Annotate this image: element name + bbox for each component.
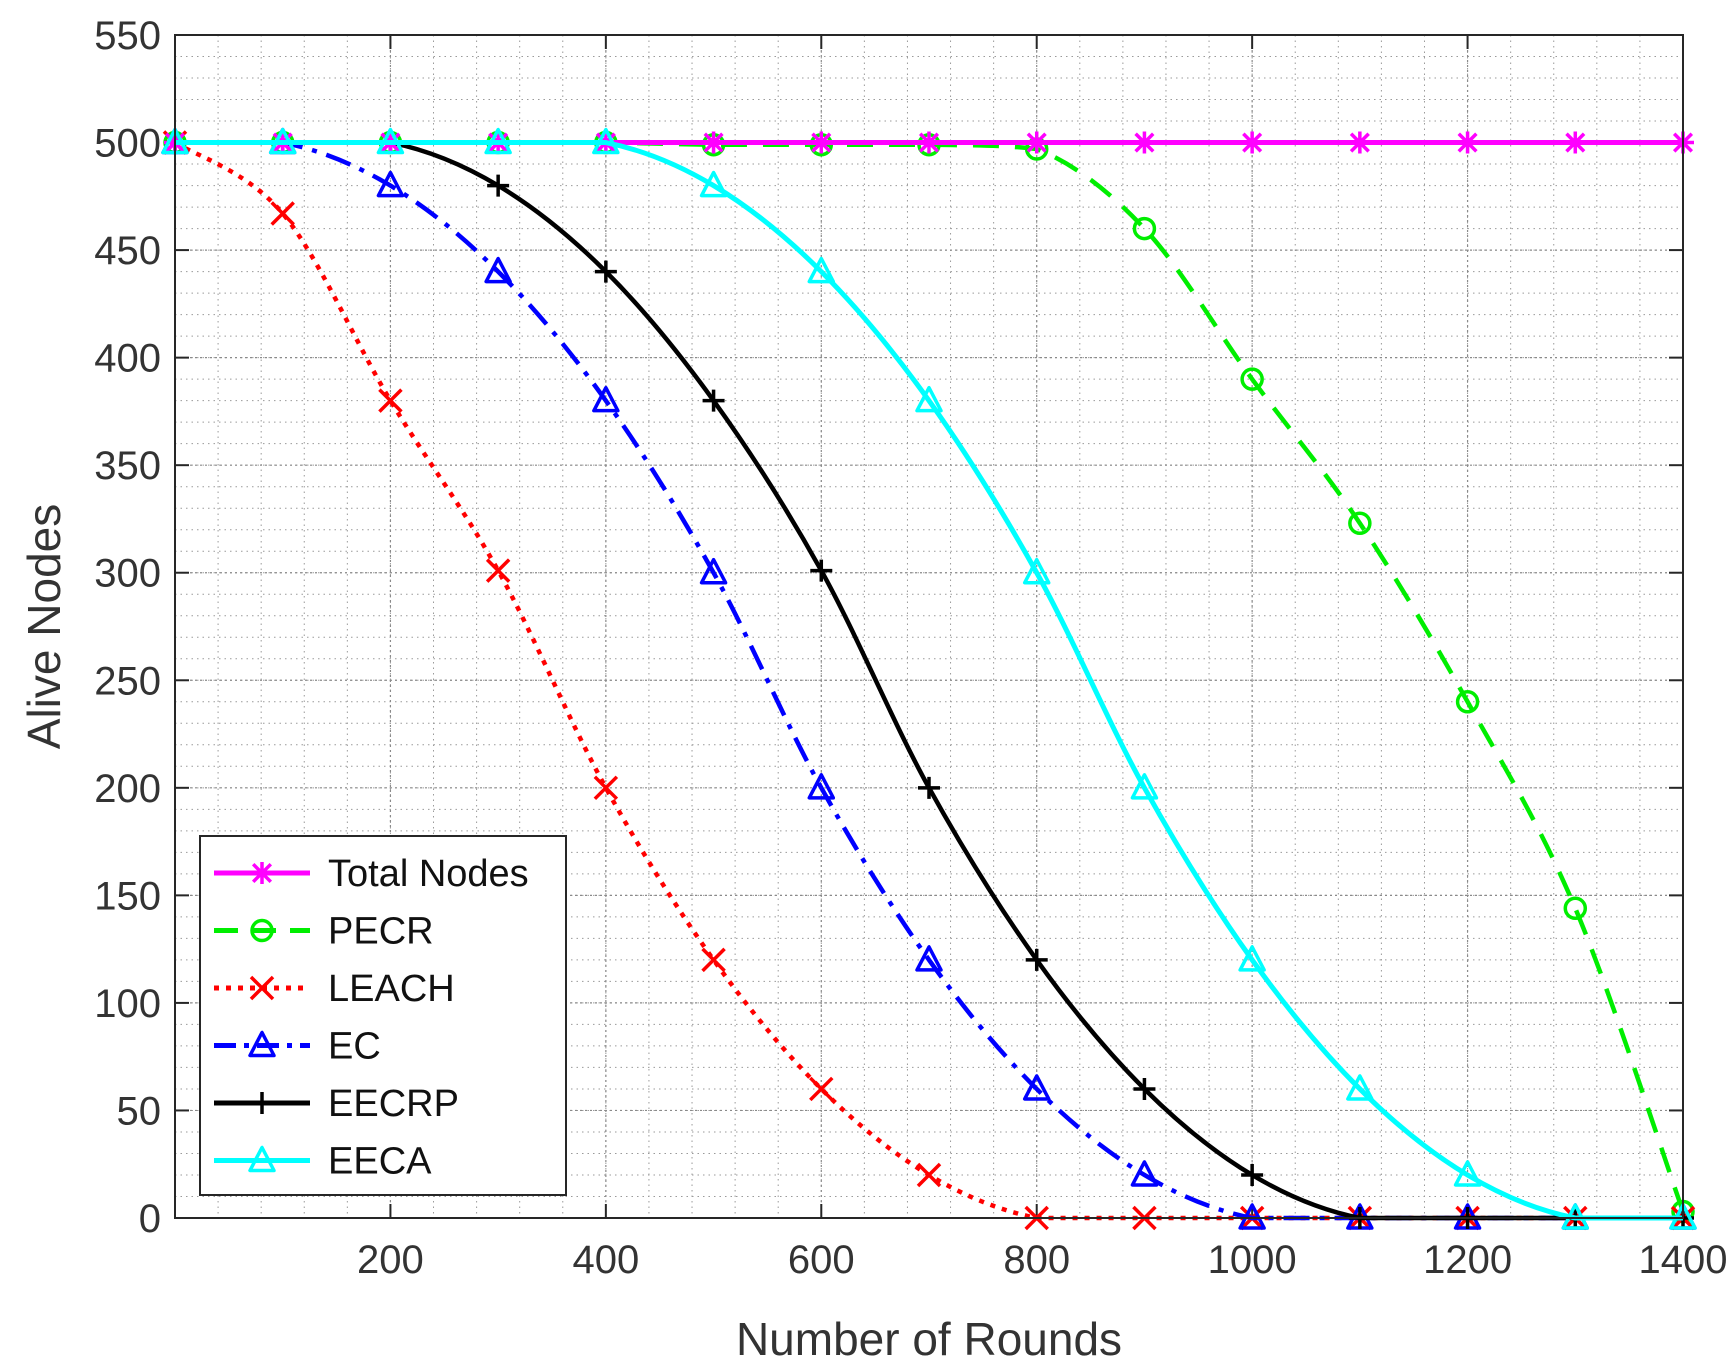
legend-label-total-nodes: Total Nodes xyxy=(328,853,529,895)
data-point-ec xyxy=(699,557,728,585)
plot-frame xyxy=(174,34,1684,1219)
data-point-leach xyxy=(916,1162,942,1188)
grid xyxy=(175,34,1684,1219)
legend-label-ec: EC xyxy=(328,1026,381,1068)
y-tick-label: 300 xyxy=(94,552,161,596)
data-point-leach xyxy=(270,201,295,226)
data-point-ec xyxy=(484,256,512,284)
y-tick-label: 450 xyxy=(94,229,161,273)
data-point-ec xyxy=(807,773,836,800)
legend-marker-eecrp xyxy=(251,1092,273,1114)
data-point-eeca xyxy=(1669,1203,1697,1230)
data-point-eeca xyxy=(699,170,728,198)
data-point-eeca xyxy=(484,127,512,155)
y-tick-label: 250 xyxy=(94,659,161,703)
y-tick-label: 50 xyxy=(117,1089,162,1133)
legend-item-leach: LEACH xyxy=(214,968,455,1010)
data-point-eeca xyxy=(807,256,836,284)
y-axis-label: Alive Nodes xyxy=(18,504,70,749)
data-point-eecrp xyxy=(702,389,725,412)
data-point-total-nodes xyxy=(1456,131,1479,154)
legend-item-eecrp: EECRP xyxy=(214,1083,459,1125)
data-point-leach xyxy=(378,388,403,413)
legend: Total Nodes PECR LEACH EC EECRP EECA xyxy=(199,835,567,1196)
y-tick-label: 400 xyxy=(94,337,161,381)
data-point-total-nodes xyxy=(702,131,725,154)
data-point-eeca xyxy=(592,127,620,155)
series-eeca xyxy=(161,127,1697,1230)
data-point-leach xyxy=(701,947,726,973)
data-point-pecr xyxy=(1240,367,1264,391)
data-point-total-nodes xyxy=(1564,131,1587,154)
data-point-pecr xyxy=(1563,896,1588,921)
data-point-eecrp xyxy=(1025,948,1048,971)
y-tick-label: 150 xyxy=(94,874,161,918)
data-point-eecrp xyxy=(487,174,510,197)
data-point-ec xyxy=(1238,1203,1266,1230)
legend-label-pecr: PECR xyxy=(328,911,434,953)
x-tick-label: 400 xyxy=(572,1238,639,1282)
data-point-eecrp xyxy=(594,260,617,283)
legend-label-eecrp: EECRP xyxy=(328,1083,459,1125)
legend-item-pecr: PECR xyxy=(214,911,434,953)
y-tick-label: 0 xyxy=(139,1197,161,1241)
data-point-eeca xyxy=(268,127,297,155)
data-point-eeca xyxy=(376,127,405,155)
data-point-ec xyxy=(1130,1160,1159,1187)
legend-label-leach: LEACH xyxy=(328,968,455,1010)
x-tick-label: 200 xyxy=(357,1238,424,1282)
data-point-ec xyxy=(915,945,943,972)
legend-marker-leach xyxy=(249,975,275,1001)
data-point-total-nodes xyxy=(810,131,833,154)
data-point-eeca xyxy=(1561,1203,1590,1230)
x-tick-label: 1200 xyxy=(1423,1238,1512,1282)
data-point-leach xyxy=(809,1076,834,1102)
legend-item-total-nodes: Total Nodes xyxy=(214,853,529,895)
data-point-pecr xyxy=(1132,216,1157,241)
data-point-pecr xyxy=(1455,690,1480,714)
x-tick-label: 800 xyxy=(1003,1238,1070,1282)
data-point-eeca xyxy=(1238,945,1266,972)
data-point-pecr xyxy=(1348,511,1372,536)
data-point-eeca xyxy=(915,385,943,413)
y-tick-label: 200 xyxy=(94,767,161,811)
legend-marker-eeca xyxy=(248,1145,276,1173)
y-tick-label: 550 xyxy=(94,14,161,58)
data-point-eeca xyxy=(1022,557,1051,585)
data-point-total-nodes xyxy=(1025,131,1048,154)
data-point-eecrp xyxy=(1133,1077,1156,1100)
y-tick-label: 100 xyxy=(94,982,161,1026)
x-tick-label: 1400 xyxy=(1639,1238,1728,1282)
data-point-leach xyxy=(593,775,619,801)
data-point-ec xyxy=(592,385,620,413)
data-point-ec xyxy=(1022,1074,1051,1101)
x-tick-label: 600 xyxy=(788,1238,855,1282)
legend-box xyxy=(199,835,567,1196)
data-point-total-nodes xyxy=(1241,131,1264,154)
x-axis-label: Number of Rounds xyxy=(736,1313,1122,1365)
legend-marker-ec xyxy=(248,1030,276,1058)
data-point-leach xyxy=(485,558,511,583)
data-point-ec xyxy=(376,170,405,198)
data-point-eeca xyxy=(1346,1074,1374,1101)
y-tick-label: 500 xyxy=(94,122,161,166)
legend-marker-pecr xyxy=(250,918,274,943)
data-point-total-nodes xyxy=(918,131,940,154)
legend-item-eeca: EECA xyxy=(214,1141,432,1183)
data-point-eeca xyxy=(1130,773,1159,800)
data-point-eeca xyxy=(1453,1160,1482,1187)
data-point-total-nodes xyxy=(1133,131,1156,154)
data-point-total-nodes xyxy=(1348,131,1371,154)
legend-label-eeca: EECA xyxy=(328,1141,432,1183)
data-point-eecrp xyxy=(810,559,833,582)
legend-marker-total-nodes xyxy=(251,862,273,884)
legend-item-ec: EC xyxy=(214,1026,381,1068)
data-point-eecrp xyxy=(1241,1163,1264,1186)
x-tick-label: 1000 xyxy=(1208,1238,1297,1282)
data-point-eecrp xyxy=(918,776,940,799)
series-line-eeca xyxy=(174,140,1683,1221)
y-tick-label: 350 xyxy=(94,444,161,488)
